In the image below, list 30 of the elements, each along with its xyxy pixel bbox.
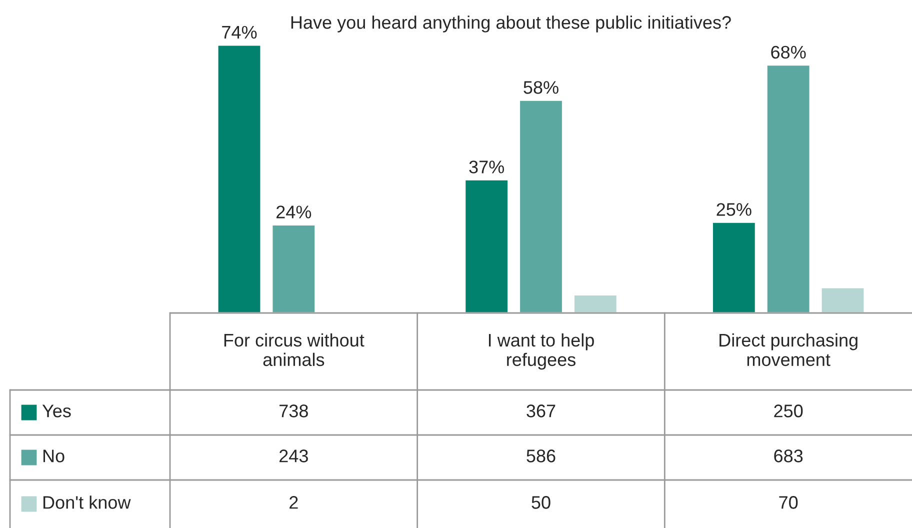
annotation: 37% bbox=[469, 160, 504, 174]
legend-label: Yes bbox=[42, 404, 71, 418]
bar bbox=[216, 45, 262, 313]
data-label: 70 bbox=[779, 496, 798, 509]
annotation: 58% bbox=[524, 81, 558, 94]
x-tick-label: I want to help refugees bbox=[488, 333, 594, 370]
data-label: 50 bbox=[532, 496, 550, 509]
bar bbox=[464, 179, 509, 313]
legend-label: Don't know bbox=[43, 496, 131, 509]
legend-label: No bbox=[43, 450, 64, 462]
chart-title: Have you heard anything about these public initiatives? bbox=[291, 16, 731, 32]
bar bbox=[573, 294, 618, 313]
x-tick-label: For circus without animals bbox=[224, 333, 364, 366]
data-label: 586 bbox=[526, 450, 556, 462]
data-label: 367 bbox=[526, 404, 556, 418]
annotation: 74% bbox=[222, 26, 257, 39]
data-label: 683 bbox=[774, 450, 803, 462]
annotation: 25% bbox=[716, 203, 752, 216]
data-label: 250 bbox=[774, 404, 803, 418]
x-tick-label: Direct purchasing movement bbox=[720, 333, 858, 366]
data-label: 2 bbox=[290, 496, 298, 509]
data-label: 243 bbox=[280, 450, 308, 462]
bar bbox=[820, 286, 866, 313]
bar bbox=[766, 64, 811, 313]
annotation: 24% bbox=[276, 206, 312, 218]
bar bbox=[518, 100, 564, 313]
data-label: 738 bbox=[280, 404, 308, 418]
bar bbox=[712, 222, 756, 313]
bar bbox=[271, 224, 316, 313]
annotation: 68% bbox=[771, 46, 806, 59]
